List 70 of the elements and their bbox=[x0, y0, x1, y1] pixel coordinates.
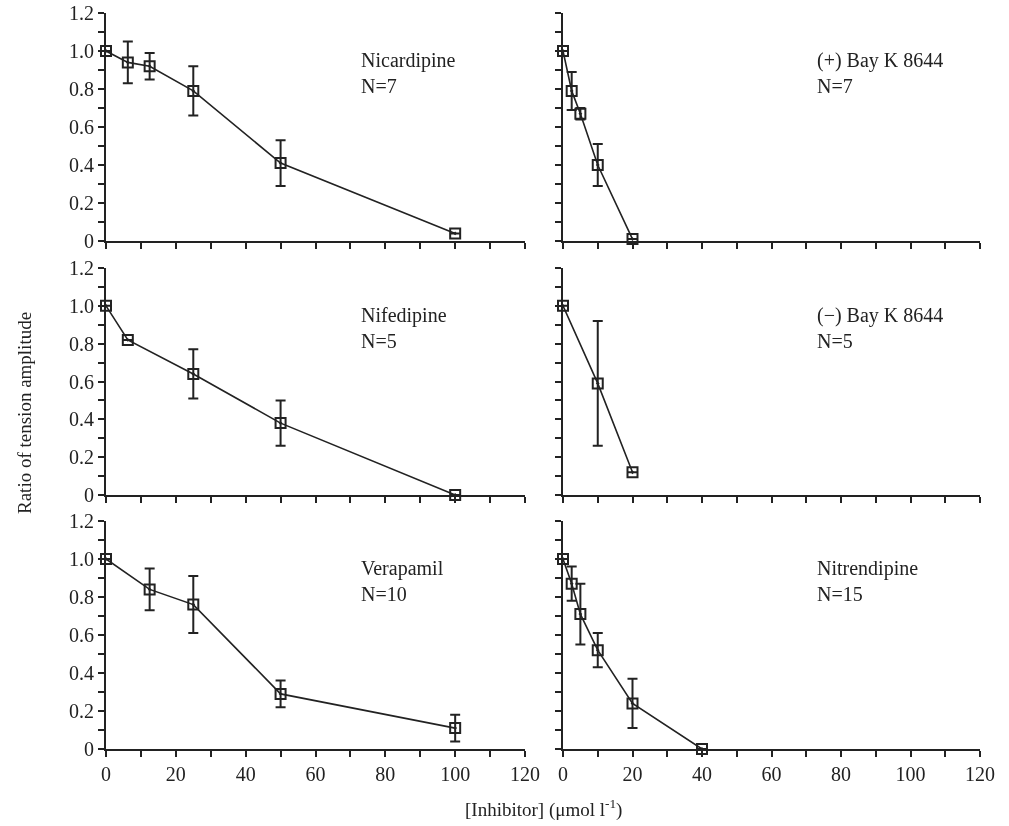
y-tick-label: 0.6 bbox=[69, 116, 94, 138]
y-tick-label: 1.2 bbox=[69, 2, 94, 24]
y-tick-label: 0.8 bbox=[69, 332, 94, 355]
y-tick-label: 0.8 bbox=[69, 586, 94, 608]
annotation: Nifedipine bbox=[361, 304, 447, 327]
point bbox=[449, 227, 462, 240]
point bbox=[591, 644, 604, 657]
annotation: N=5 bbox=[817, 330, 853, 352]
point bbox=[143, 60, 156, 73]
annotation: Nitrendipine bbox=[817, 557, 919, 580]
point bbox=[121, 333, 134, 346]
y-tick-label: 0 bbox=[84, 484, 94, 506]
y-tick-label: 0.2 bbox=[69, 192, 94, 214]
point bbox=[187, 598, 200, 611]
x-tick-label: 40 bbox=[692, 763, 712, 785]
point bbox=[187, 367, 200, 380]
y-tick-label: 0.8 bbox=[69, 78, 94, 100]
point bbox=[274, 157, 287, 170]
annotation: (−) Bay K 8644 bbox=[817, 304, 944, 327]
x-tick-label: 0 bbox=[558, 763, 568, 785]
y-tick-label: 1.2 bbox=[69, 510, 94, 532]
x-tick-label: 20 bbox=[622, 763, 643, 785]
y-tick-label: 0.2 bbox=[69, 446, 94, 469]
point bbox=[591, 159, 604, 171]
point bbox=[274, 687, 287, 700]
y-tick-label: 0.4 bbox=[69, 154, 94, 176]
point bbox=[565, 84, 578, 97]
point bbox=[143, 583, 156, 596]
y-tick-label: 0.2 bbox=[69, 700, 94, 722]
x-tick-label: 60 bbox=[305, 763, 326, 785]
x-tick-label: 0 bbox=[101, 763, 111, 785]
y-axis-title: Ratio of tension amplitude bbox=[14, 311, 35, 514]
annotation: N=7 bbox=[361, 75, 397, 97]
x-tick-label: 40 bbox=[235, 763, 256, 785]
x-axis-title: [Inhibitor] (μmol l$^{-1}$) bbox=[465, 796, 623, 821]
y-tick-label: 0.6 bbox=[69, 624, 94, 646]
x-tick-label: 60 bbox=[761, 763, 782, 785]
point bbox=[274, 417, 287, 430]
y-tick-label: 0 bbox=[84, 738, 94, 760]
y-tick-label: 0.4 bbox=[69, 408, 94, 431]
annotation: N=7 bbox=[817, 75, 853, 97]
point bbox=[626, 233, 639, 246]
y-tick-label: 1.0 bbox=[69, 548, 94, 570]
x-tick-label: 20 bbox=[165, 763, 186, 785]
y-tick-label: 0.6 bbox=[69, 370, 94, 393]
point bbox=[449, 489, 462, 501]
point bbox=[449, 722, 462, 735]
x-tick-label: 80 bbox=[831, 763, 851, 785]
annotation: (+) Bay K 8644 bbox=[817, 49, 944, 72]
annotation: N=5 bbox=[361, 330, 397, 352]
annotation: N=15 bbox=[817, 583, 863, 605]
point bbox=[626, 697, 639, 710]
x-tick-label: 100 bbox=[440, 763, 471, 785]
annotation: Nicardipine bbox=[361, 49, 456, 72]
annotation: N=10 bbox=[361, 583, 407, 605]
y-tick-label: 0 bbox=[84, 230, 94, 252]
y-tick-label: 1.0 bbox=[69, 40, 94, 62]
point bbox=[187, 84, 200, 97]
annotation: Verapamil bbox=[361, 557, 444, 580]
point bbox=[100, 299, 112, 312]
x-tick-label: 80 bbox=[375, 763, 396, 785]
point bbox=[121, 56, 134, 69]
point bbox=[565, 577, 578, 590]
y-tick-label: 0.4 bbox=[69, 662, 94, 684]
y-tick-label: 1.0 bbox=[69, 294, 94, 317]
x-tick-label: 120 bbox=[510, 763, 540, 785]
x-tick-label: 120 bbox=[965, 763, 995, 785]
point bbox=[574, 608, 587, 621]
y-tick-label: 1.2 bbox=[69, 257, 94, 279]
x-tick-label: 100 bbox=[895, 763, 926, 785]
